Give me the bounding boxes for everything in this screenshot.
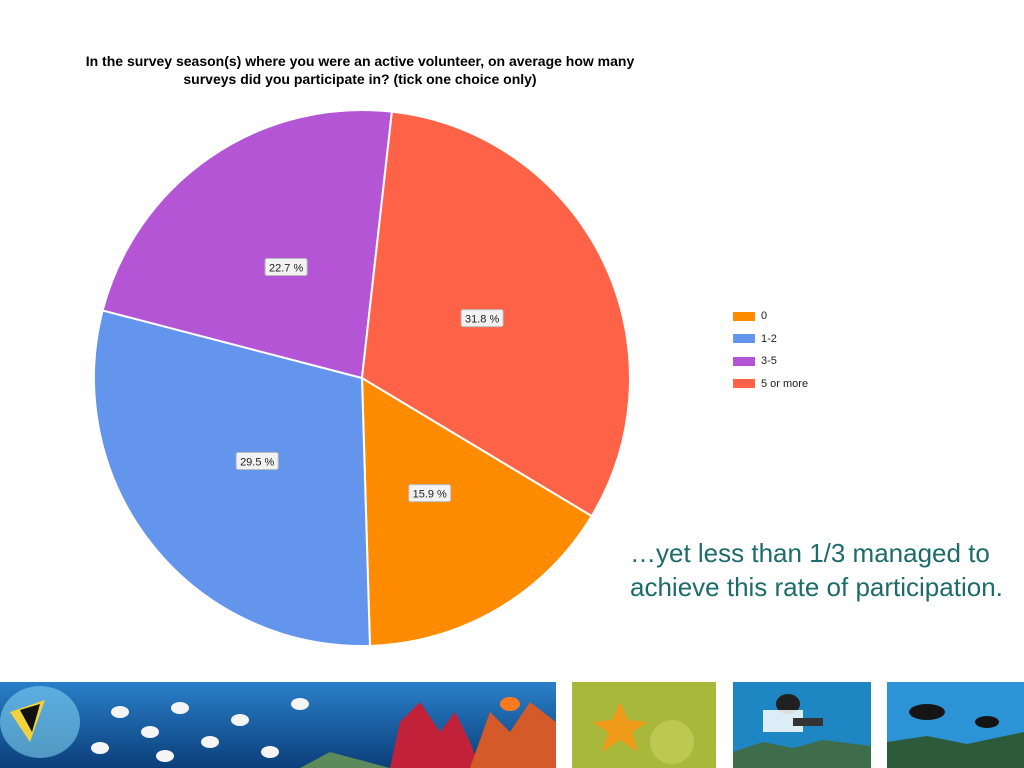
legend-label-5-or-more: 5 or more [761, 377, 809, 390]
legend-swatch-3-5 [733, 356, 755, 366]
svg-text:15.9 %: 15.9 % [413, 489, 447, 501]
legend-label-3-5: 3-5 [761, 355, 777, 368]
data-label-1-2: 29.5 % [235, 452, 279, 471]
chart-title: In the survey season(s) where you were a… [85, 53, 635, 87]
svg-text:31.8 %: 31.8 % [465, 314, 499, 326]
slice-3-5 [101, 109, 394, 380]
divers-over-reef-photo [887, 682, 1024, 768]
reef-fish-banner-photo [0, 682, 556, 768]
slice-1-2 [93, 309, 371, 647]
data-label-5-or-more: 31.8 % [460, 309, 504, 328]
svg-text:22.7 %: 22.7 % [269, 263, 303, 275]
legend-label-0: 0 [761, 310, 768, 323]
legend-item-3-5: 3-5 [733, 350, 808, 373]
legend-swatch-1-2 [733, 334, 755, 344]
pie-chart: 15.9 % 29.5 % 22.7 % 31.8 % [93, 109, 631, 647]
slice-0 [360, 376, 594, 647]
legend-item-5-or-more: 5 or more [733, 373, 808, 396]
legend-swatch-0 [733, 311, 755, 321]
diver-with-slate-photo [733, 682, 871, 768]
data-label-0: 15.9 % [408, 484, 452, 503]
data-label-3-5: 22.7 % [264, 258, 308, 277]
starfish-photo [572, 682, 716, 768]
slide-caption: …yet less than 1/3 managed to achieve th… [630, 538, 1003, 602]
svg-text:29.5 %: 29.5 % [240, 457, 274, 469]
legend-item-1-2: 1-2 [733, 328, 808, 351]
chart-legend: 0 1-2 3-5 5 or more [733, 305, 808, 395]
legend-item-0: 0 [733, 305, 808, 328]
photo-strip [0, 682, 1024, 768]
legend-label-1-2: 1-2 [761, 332, 777, 345]
legend-swatch-5-or-more [733, 379, 755, 389]
